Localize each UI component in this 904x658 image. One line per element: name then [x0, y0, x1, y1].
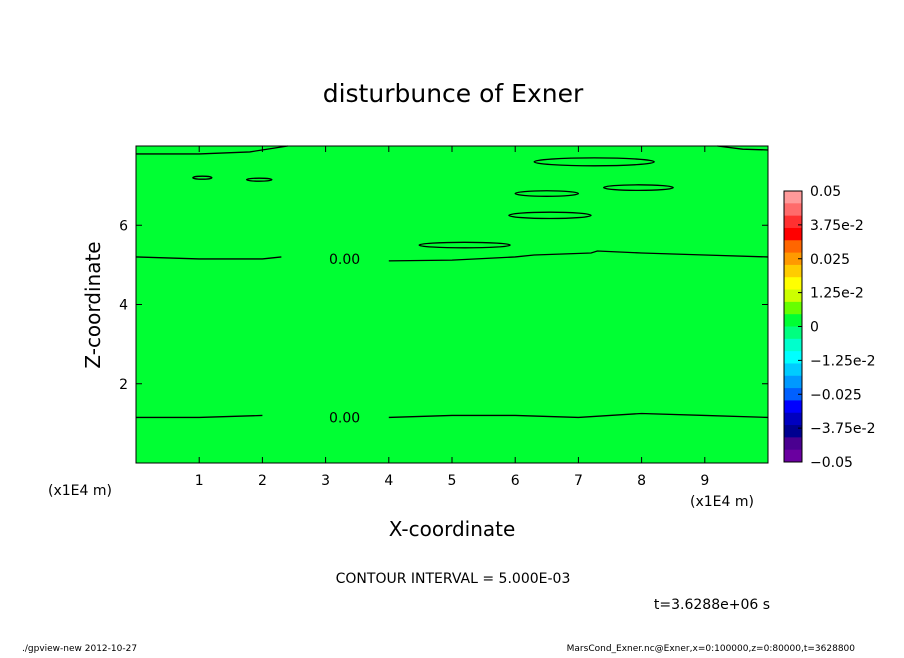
closed-contour — [192, 175, 213, 180]
closed-contour — [533, 157, 655, 167]
colorbar-swatch — [784, 412, 802, 426]
colorbar-label: 3.75e-2 — [810, 218, 864, 234]
y-axis-ticks: 2 4 6 — [119, 218, 768, 393]
colorbar-label: 0.05 — [810, 184, 841, 200]
x-tick-label: 7 — [574, 473, 583, 489]
contour-line — [135, 256, 282, 260]
y-axis-label: Z-coordinate — [81, 241, 105, 368]
colorbar-swatch — [784, 215, 802, 229]
chart-title: disturbunce of Exner — [323, 79, 584, 108]
colorbar-swatch — [784, 338, 802, 352]
colorbar-label: −0.05 — [810, 455, 853, 471]
plot-area: 0.00 0.00 — [135, 145, 769, 464]
contour-line — [717, 145, 769, 151]
closed-contour — [603, 184, 674, 192]
time-text: t=3.6288e+06 s — [654, 597, 770, 613]
colorbar-swatch — [784, 437, 802, 451]
colorbar-swatch — [784, 375, 802, 389]
colorbar-swatch — [784, 449, 802, 463]
closed-contour — [418, 241, 511, 249]
contour-interval-text: CONTOUR INTERVAL = 5.000E-03 — [336, 571, 571, 587]
colorbar-swatch — [784, 203, 802, 217]
contour-line — [388, 250, 769, 262]
x-tick-label: 3 — [321, 473, 330, 489]
colorbar-swatch — [784, 252, 802, 266]
footer-right-text: MarsCond_Exner.nc@Exner,x=0:100000,z=0:8… — [567, 644, 856, 654]
contour-line — [136, 145, 288, 155]
colorbar-label: −1.25e-2 — [810, 353, 875, 369]
colorbar-swatch — [784, 351, 802, 364]
x-tick-label: 2 — [258, 473, 267, 489]
colorbar-swatch — [784, 289, 802, 303]
colorbar: 0.05 3.75e-2 0.025 1.25e-2 0 −1.25e-2 −0.025 −3… — [783, 184, 875, 471]
x-tick-label: 9 — [700, 473, 709, 489]
closed-contour — [245, 177, 273, 182]
closed-contour — [508, 211, 592, 220]
y-tick-label: 2 — [119, 377, 128, 393]
x-tick-label: 6 — [511, 473, 520, 489]
colorbar-swatch — [784, 326, 802, 340]
colorbar-swatch — [784, 400, 802, 414]
colorbar-label: 1.25e-2 — [810, 286, 864, 302]
x-right-unit-label: (x1E4 m) — [690, 494, 754, 510]
colorbar-swatch — [784, 314, 802, 327]
colorbar-swatch — [784, 240, 802, 254]
x-axis-ticks: 1 2 3 4 5 6 7 8 9 — [195, 146, 709, 489]
colorbar-label: −0.025 — [810, 387, 862, 403]
x-tick-label: 1 — [195, 473, 204, 489]
colorbar-swatch — [784, 191, 802, 204]
x-left-unit-label: (x1E4 m) — [48, 483, 112, 499]
colorbar-swatch — [784, 388, 802, 401]
plot-fill — [136, 146, 768, 463]
contour-line — [136, 414, 263, 419]
colorbar-swatch — [784, 227, 802, 241]
colorbar-swatch — [784, 264, 802, 278]
y-tick-label: 4 — [119, 298, 128, 314]
x-tick-label: 8 — [637, 473, 646, 489]
contour-label: 0.00 — [329, 252, 360, 268]
contour-layer: 0.00 0.00 — [135, 145, 769, 426]
colorbar-swatch — [784, 301, 802, 315]
colorbar-label: 0.025 — [810, 252, 850, 268]
x-tick-label: 5 — [448, 473, 457, 489]
colorbar-label: 0 — [810, 320, 819, 336]
footer-left-text: ./gpview-new 2012-10-27 — [22, 644, 137, 654]
contour-label: 0.00 — [329, 410, 360, 426]
x-tick-label: 4 — [384, 473, 393, 489]
contour-line — [388, 412, 769, 419]
y-tick-label: 6 — [119, 218, 128, 234]
colorbar-swatch — [784, 425, 802, 438]
x-axis-label: X-coordinate — [389, 517, 516, 541]
colorbar-label: −3.75e-2 — [810, 421, 875, 437]
colorbar-swatch — [784, 277, 802, 291]
colorbar-swatch — [784, 363, 802, 377]
closed-contour — [514, 190, 580, 197]
